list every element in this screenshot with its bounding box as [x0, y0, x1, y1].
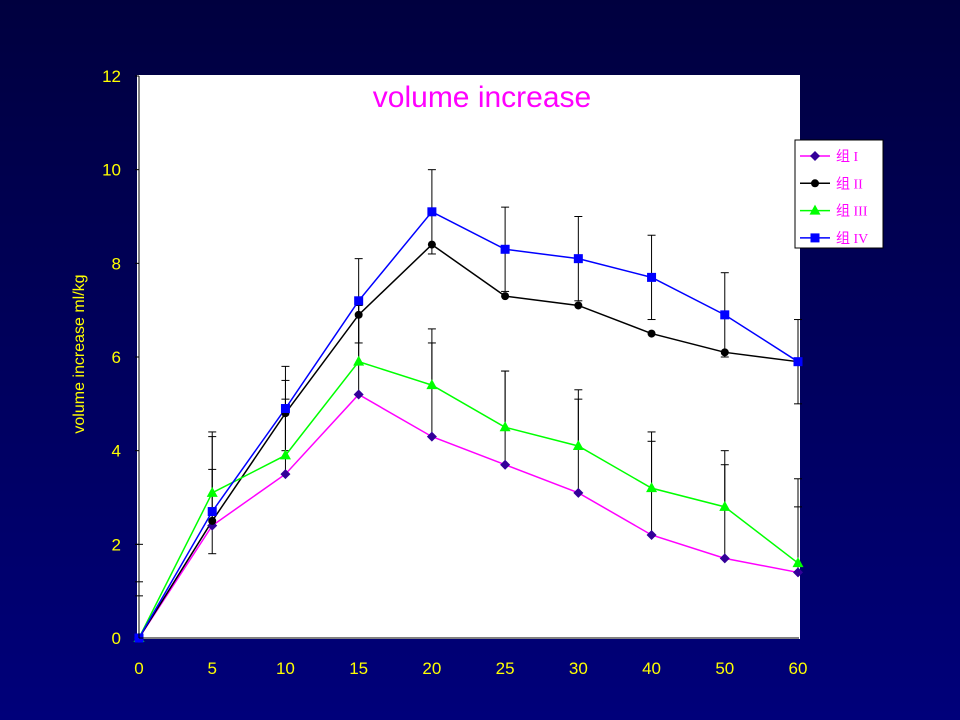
legend-item: 组 IV: [800, 231, 868, 247]
series-3-point: [499, 421, 511, 432]
legend-marker: [810, 151, 820, 161]
series-4-point: [427, 207, 437, 217]
legend-label: 组 IV: [836, 231, 868, 247]
series-1-line: [138, 393, 799, 639]
series-4-point: [793, 357, 803, 367]
legend: 组 I 组 II 组 III 组 IV: [794, 139, 884, 249]
series-4-line: [138, 210, 799, 639]
axes: [138, 76, 799, 639]
series-1-point: [573, 487, 584, 498]
series-1-point: [646, 529, 657, 540]
legend-marker: [809, 204, 821, 215]
legend-label: 组 II: [836, 176, 863, 192]
series-2-point: [574, 301, 583, 310]
y-axis-label: volume increase ml/kg: [71, 274, 88, 433]
plot-area: [137, 75, 800, 639]
series-1-point: [793, 567, 803, 578]
legend-label: 组 I: [836, 149, 858, 165]
series-3-point: [572, 439, 584, 450]
chart-title: volume increase: [373, 81, 591, 114]
y-axis-ticks: 0 2 4 6 8 10 12: [102, 67, 139, 648]
legend-item: 组 II: [800, 176, 863, 192]
x-tick-label: 40: [642, 659, 661, 678]
legend-marker: [811, 179, 819, 188]
series-4-point: [647, 272, 657, 282]
series-2-point: [208, 516, 217, 525]
legend-item: 组 I: [800, 149, 858, 165]
x-tick-label: 30: [569, 659, 588, 678]
series-4-point: [720, 310, 730, 320]
series-1-point: [719, 553, 730, 564]
y-tick-label: 4: [112, 442, 121, 461]
series-2-point: [501, 292, 510, 301]
x-tick-label: 5: [207, 659, 216, 678]
series-3-point: [206, 486, 218, 497]
series-4-point: [207, 507, 217, 517]
x-tick-label: 10: [276, 659, 295, 678]
x-tick-label: 15: [349, 659, 368, 678]
series-2-point: [647, 329, 656, 338]
series-3-point: [719, 500, 731, 511]
legend-label: 组 III: [836, 204, 868, 220]
series-2-point: [354, 310, 363, 319]
series-1-point: [500, 459, 511, 470]
y-tick-label: 8: [112, 254, 121, 273]
y-tick-label: 6: [112, 348, 121, 367]
series-3-point: [426, 379, 438, 390]
series-2-point: [427, 240, 436, 249]
x-tick-label: 60: [789, 659, 808, 678]
series-3-point: [646, 482, 658, 493]
x-tick-label: 25: [496, 659, 515, 678]
series-4-point: [354, 296, 364, 306]
series-1-point: [353, 389, 364, 400]
series-1-point: [280, 469, 291, 480]
series-4-point: [280, 404, 290, 414]
series-1-point: [426, 431, 437, 442]
series-3-point: [279, 449, 291, 460]
y-tick-label: 12: [102, 67, 121, 86]
series-3-point: [353, 355, 365, 366]
series-3-point: [792, 557, 804, 568]
y-tick-label: 0: [112, 629, 121, 648]
legend-marker: [810, 233, 820, 243]
series-3-line: [138, 360, 799, 639]
x-tick-label: 50: [715, 659, 734, 678]
legend-box: [794, 139, 884, 249]
y-tick-label: 2: [112, 535, 121, 554]
series-2-point: [720, 348, 729, 357]
series-2-line: [138, 243, 799, 639]
x-tick-label: 20: [422, 659, 441, 678]
series-4-point: [500, 244, 510, 254]
x-axis-ticks: 0 5 10 15 20 25 30 40 50 60: [134, 659, 807, 678]
x-tick-label: 0: [134, 659, 143, 678]
legend-item: 组 III: [800, 204, 868, 220]
y-tick-label: 10: [102, 161, 121, 180]
series-4-point: [573, 254, 583, 264]
